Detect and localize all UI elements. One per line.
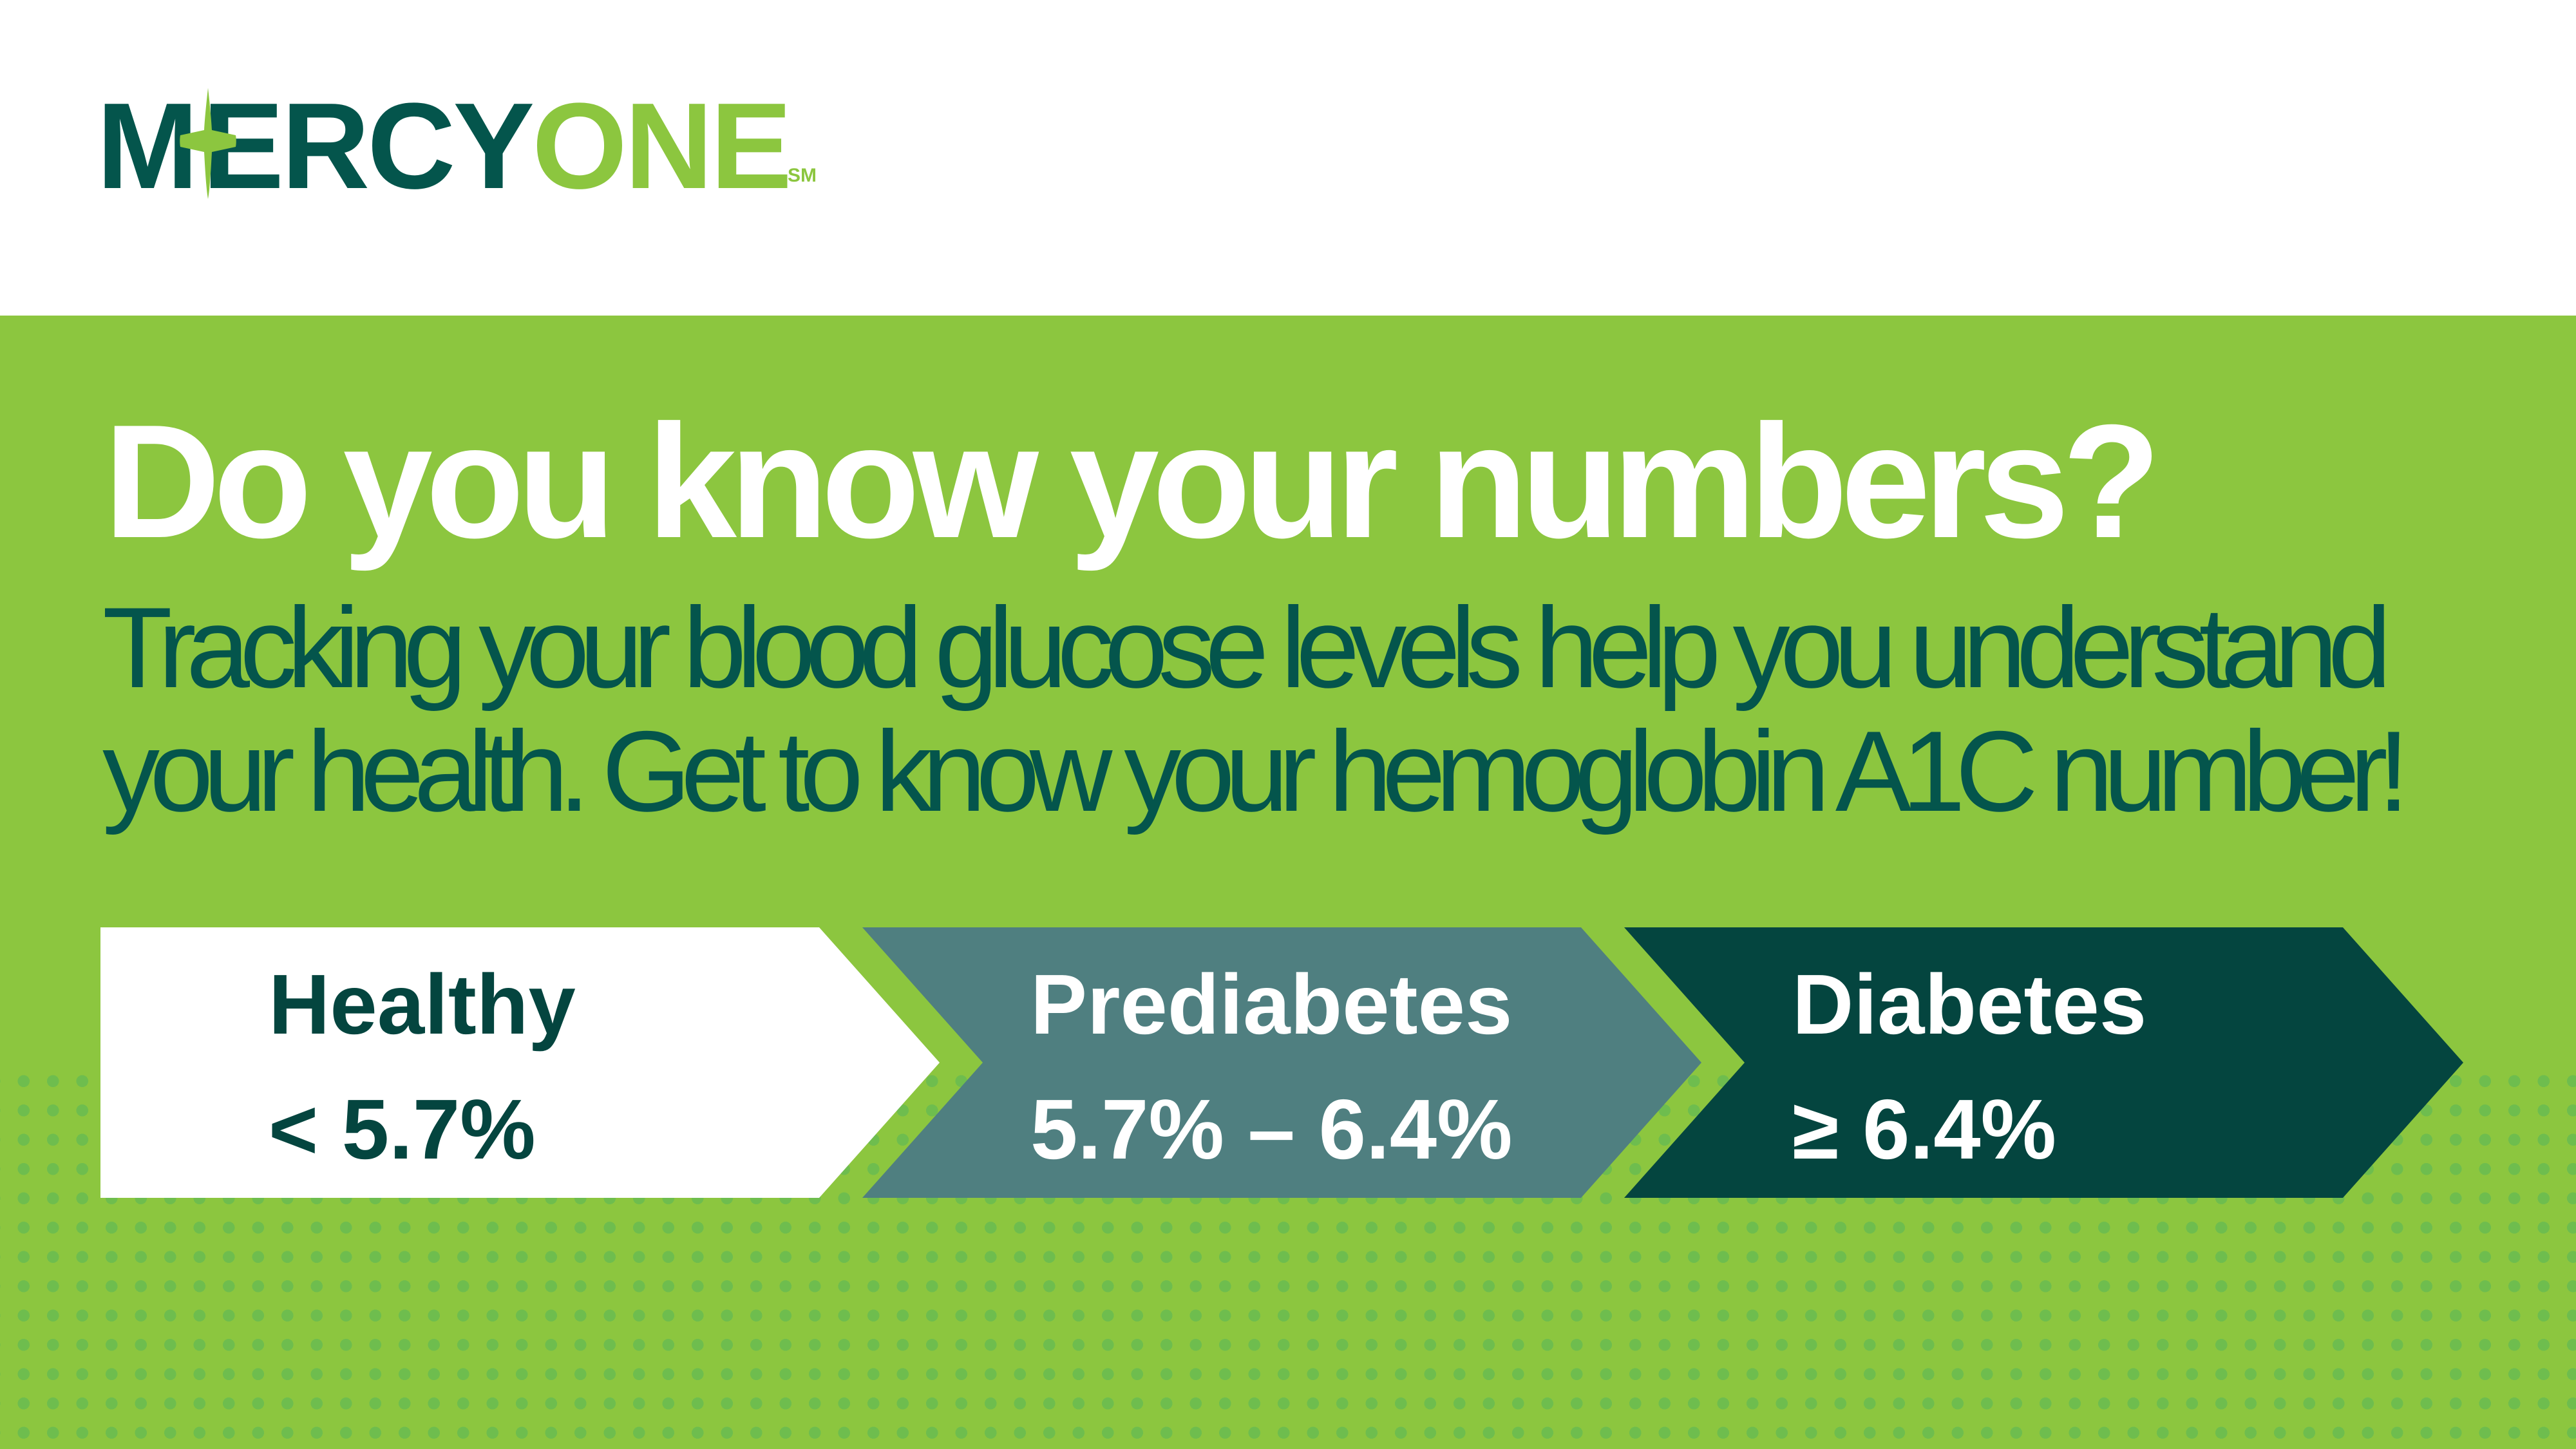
svg-text:SM: SM — [788, 165, 817, 186]
